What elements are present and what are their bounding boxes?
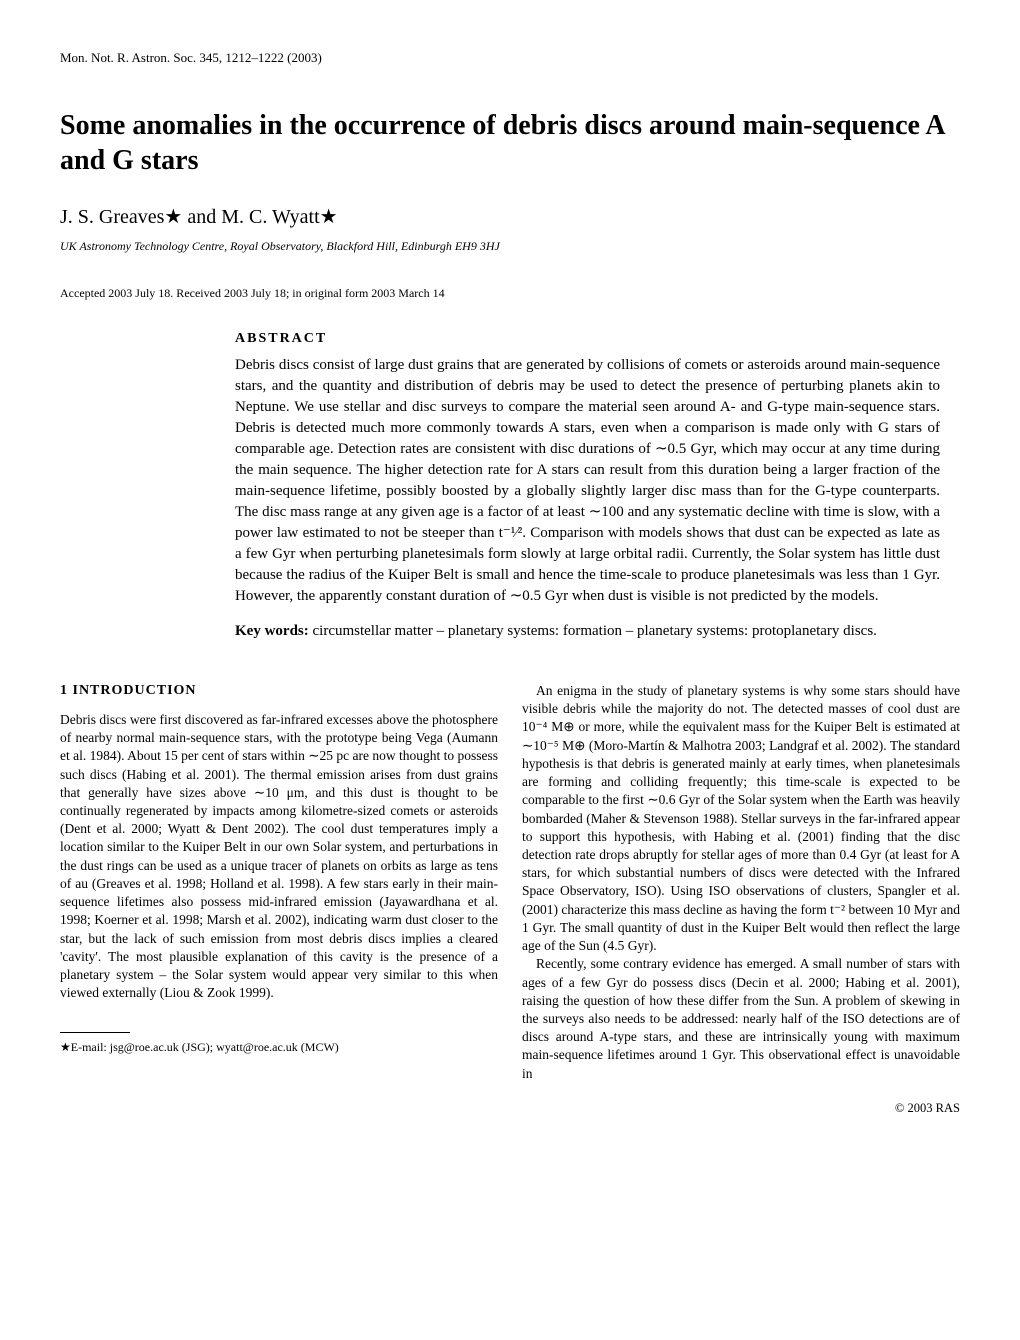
abstract-heading: ABSTRACT	[235, 331, 940, 347]
abstract-container: ABSTRACT Debris discs consist of large d…	[235, 331, 940, 642]
intro-paragraph-1: Debris discs were first discovered as fa…	[60, 711, 498, 1003]
keywords: Key words: circumstellar matter – planet…	[235, 621, 940, 642]
section-1-heading: 1 INTRODUCTION	[60, 682, 498, 701]
abstract-text: Debris discs consist of large dust grain…	[235, 355, 940, 607]
affiliation: UK Astronomy Technology Centre, Royal Ob…	[60, 239, 960, 254]
accepted-dates: Accepted 2003 July 18. Received 2003 Jul…	[60, 286, 960, 301]
intro-paragraph-2: An enigma in the study of planetary syst…	[522, 682, 960, 955]
footnote-rule	[60, 1032, 130, 1033]
footnote-email: ★E-mail: jsg@roe.ac.uk (JSG); wyatt@roe.…	[60, 1039, 498, 1055]
journal-header: Mon. Not. R. Astron. Soc. 345, 1212–1222…	[60, 50, 960, 66]
copyright: © 2003 RAS	[60, 1101, 960, 1116]
right-column: An enigma in the study of planetary syst…	[522, 682, 960, 1083]
authors-line: J. S. Greaves★ and M. C. Wyatt★	[60, 204, 960, 229]
body-columns: 1 INTRODUCTION Debris discs were first d…	[60, 682, 960, 1083]
keywords-text: circumstellar matter – planetary systems…	[309, 623, 877, 639]
article-title: Some anomalies in the occurrence of debr…	[60, 108, 960, 178]
intro-paragraph-3: Recently, some contrary evidence has eme…	[522, 955, 960, 1083]
keywords-label: Key words:	[235, 623, 309, 639]
left-column: 1 INTRODUCTION Debris discs were first d…	[60, 682, 498, 1083]
